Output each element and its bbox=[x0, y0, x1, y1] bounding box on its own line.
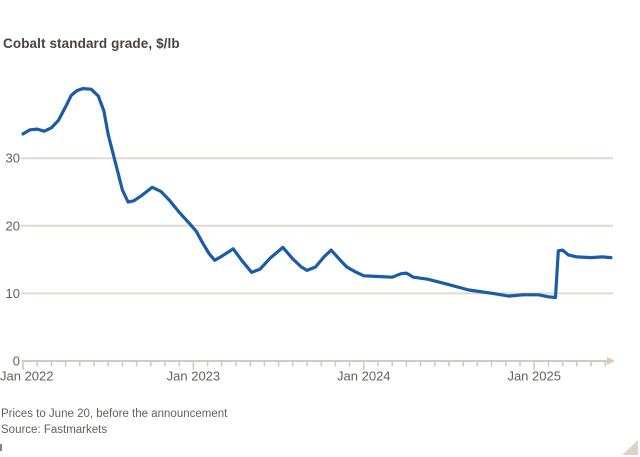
x-axis-arrow-icon bbox=[607, 357, 615, 365]
chart-footnote: Prices to June 20, before the announceme… bbox=[1, 408, 228, 420]
price-line bbox=[21, 86, 613, 300]
x-tick-label-jan-2023: Jan 2023 bbox=[167, 369, 221, 384]
y-tick-label-0: 0 bbox=[13, 354, 20, 369]
x-tick-label-jan-2024: Jan 2024 bbox=[337, 369, 391, 384]
x-tick-label-jan-2025: Jan 2025 bbox=[507, 369, 561, 384]
y-tick-label-10: 10 bbox=[6, 286, 20, 301]
chart-source: Source: Fastmarkets bbox=[1, 424, 108, 436]
y-tick-label-30: 30 bbox=[6, 151, 20, 166]
y-tick-label-20: 20 bbox=[6, 218, 20, 233]
chart-title: Cobalt standard grade, $/lb bbox=[3, 36, 180, 51]
edge-text-fragment bbox=[0, 444, 2, 451]
x-tick-label-jan-2022: Jan 2022 bbox=[0, 369, 54, 384]
